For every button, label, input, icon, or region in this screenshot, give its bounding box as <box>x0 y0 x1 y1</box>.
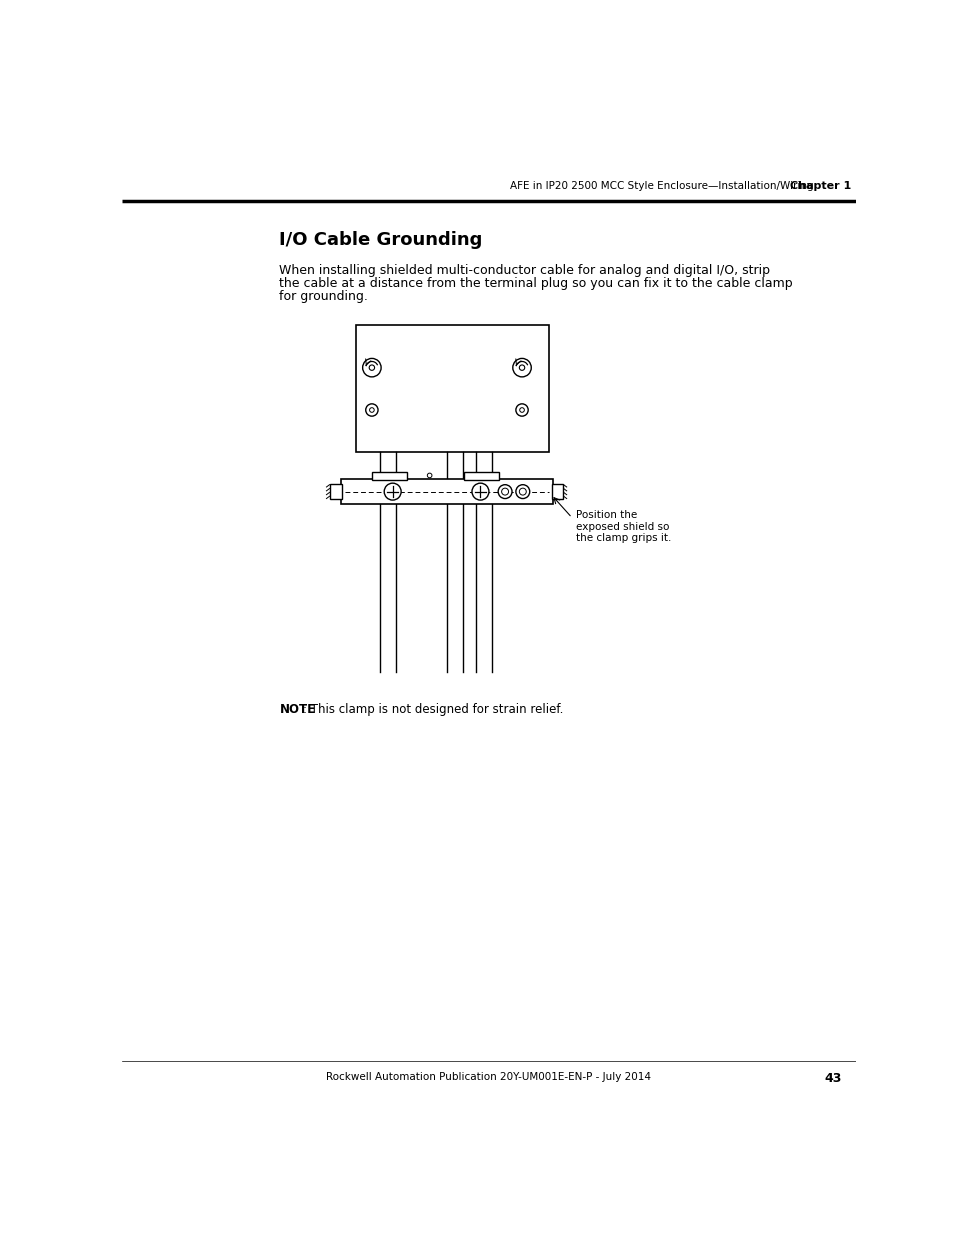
Bar <box>330 484 341 499</box>
Circle shape <box>369 366 375 370</box>
Text: AFE in IP20 2500 MCC Style Enclosure—Installation/Wiring: AFE in IP20 2500 MCC Style Enclosure—Ins… <box>510 180 813 190</box>
Circle shape <box>518 488 526 495</box>
Circle shape <box>365 404 377 416</box>
Text: the cable at a distance from the terminal plug so you can fix it to the cable cl: the cable at a distance from the termina… <box>279 277 792 290</box>
Text: Rockwell Automation Publication 20Y-UM001E-EN-P - July 2014: Rockwell Automation Publication 20Y-UM00… <box>326 1072 651 1082</box>
Circle shape <box>362 358 381 377</box>
Circle shape <box>497 484 512 499</box>
Text: Position the
exposed shield so
the clamp grips it.: Position the exposed shield so the clamp… <box>576 510 671 543</box>
Circle shape <box>501 488 508 495</box>
Bar <box>341 479 552 504</box>
Circle shape <box>513 358 531 377</box>
Text: I/O Cable Grounding: I/O Cable Grounding <box>279 231 482 249</box>
Text: Chapter 1: Chapter 1 <box>789 180 851 190</box>
Text: for grounding.: for grounding. <box>279 290 368 303</box>
Text: NOTE: NOTE <box>279 703 315 715</box>
Circle shape <box>516 484 529 499</box>
Circle shape <box>516 404 528 416</box>
Circle shape <box>472 483 488 500</box>
Bar <box>356 325 548 452</box>
Circle shape <box>369 408 374 412</box>
Circle shape <box>519 408 524 412</box>
Bar <box>552 484 562 499</box>
Text: When installing shielded multi-conductor cable for analog and digital I/O, strip: When installing shielded multi-conductor… <box>279 264 770 277</box>
Bar <box>372 472 406 480</box>
Circle shape <box>384 483 400 500</box>
Circle shape <box>518 366 524 370</box>
Bar <box>464 472 498 480</box>
Circle shape <box>427 473 432 478</box>
Text: : This clamp is not designed for strain relief.: : This clamp is not designed for strain … <box>303 703 563 715</box>
Text: 43: 43 <box>823 1072 841 1086</box>
